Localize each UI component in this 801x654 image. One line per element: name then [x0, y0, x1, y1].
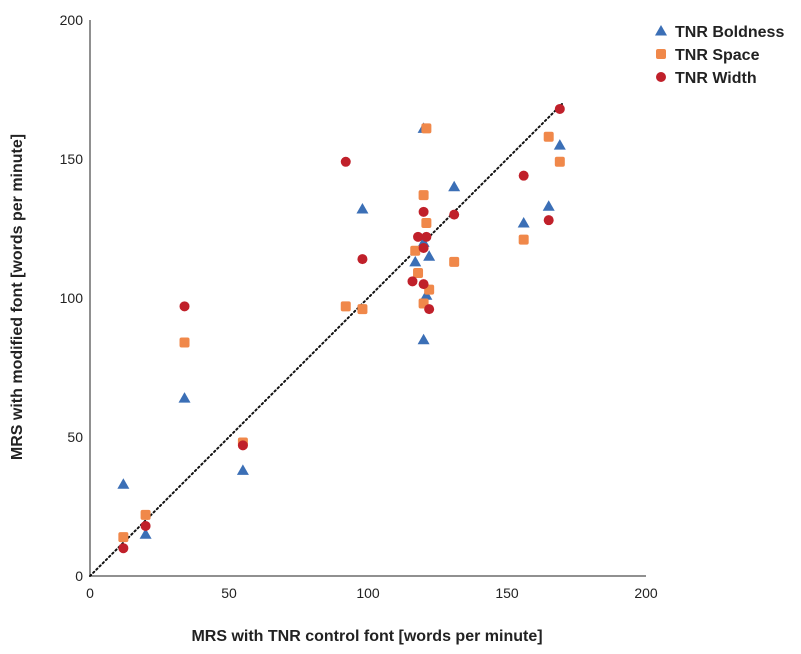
data-point [423, 250, 436, 261]
data-point [356, 203, 369, 214]
y-tick-label: 100 [60, 290, 84, 306]
data-point [418, 242, 429, 253]
legend-marker-circle [656, 72, 666, 82]
data-point [178, 392, 191, 403]
data-point [554, 103, 565, 114]
x-axis-title: MRS with TNR control font [words per min… [191, 628, 542, 645]
x-tick-label: 50 [221, 585, 237, 601]
data-point [118, 532, 129, 543]
data-point [179, 301, 190, 312]
data-point [421, 231, 432, 242]
data-point [518, 234, 529, 245]
identity-reference-line [89, 102, 564, 577]
data-point [357, 304, 368, 315]
y-axis-title: MRS with modified font [words per minute… [9, 134, 26, 460]
reference-line-layer [89, 102, 564, 577]
data-point [554, 156, 565, 167]
data-point [542, 200, 555, 211]
data-point [418, 206, 429, 217]
data-point [140, 509, 151, 520]
data-point [417, 333, 430, 345]
x-tick-label: 150 [495, 585, 519, 601]
series-tnr-boldness [117, 122, 566, 539]
legend-label: TNR Boldness [675, 24, 784, 41]
data-point [236, 464, 249, 475]
legend-marker-square [656, 49, 666, 59]
data-point [237, 440, 248, 451]
legend-label: TNR Width [675, 70, 757, 87]
y-tick-label: 50 [67, 429, 83, 445]
x-tick-label: 0 [86, 585, 94, 601]
data-point [449, 256, 460, 267]
legend-marker-triangle [655, 25, 667, 36]
data-point [179, 337, 190, 348]
data-point [117, 478, 130, 489]
y-tick-label: 200 [60, 12, 84, 28]
data-point [340, 301, 351, 312]
x-tick-label: 200 [634, 585, 658, 601]
data-point [553, 139, 566, 150]
data-point [340, 156, 351, 167]
data-point [448, 180, 461, 192]
data-point [418, 279, 429, 290]
data-point [517, 216, 530, 228]
legend: TNR Boldness TNR Space TNR Width [655, 24, 784, 87]
y-tick-label: 0 [75, 568, 83, 584]
data-point [140, 520, 151, 531]
data-point [449, 209, 460, 220]
data-point [424, 304, 435, 315]
axes: 0 50 100 150 200 0 50 100 150 200 [60, 12, 658, 601]
series-tnr-width [118, 103, 565, 554]
data-marks [117, 103, 566, 554]
data-point [418, 190, 429, 201]
x-tick-label: 100 [356, 585, 380, 601]
data-point [409, 255, 422, 267]
data-point [357, 254, 368, 265]
data-point [413, 231, 424, 242]
data-point [118, 543, 129, 554]
data-point [407, 276, 418, 287]
data-point [543, 215, 554, 226]
series-tnr-space [118, 123, 565, 543]
data-point [543, 131, 554, 142]
data-point [518, 170, 529, 181]
data-point [421, 217, 432, 228]
data-point [413, 267, 424, 278]
data-point [139, 528, 152, 539]
data-point [410, 245, 421, 256]
data-point [421, 123, 432, 134]
y-tick-label: 150 [60, 151, 84, 167]
legend-label: TNR Space [675, 47, 760, 64]
